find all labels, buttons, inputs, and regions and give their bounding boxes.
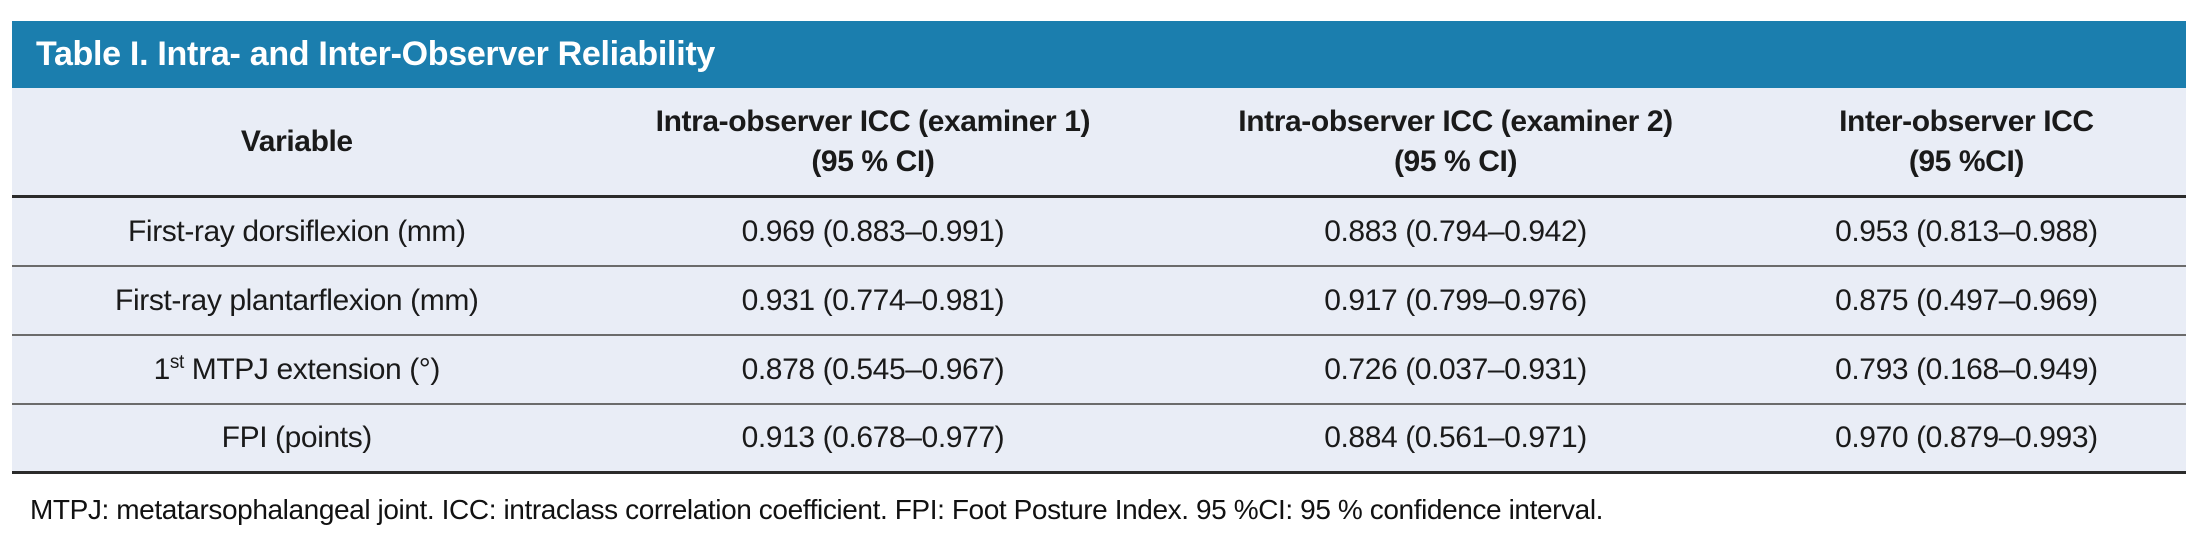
variable-cell: 1st MTPJ extension (°) — [12, 336, 582, 403]
variable-text: FPI (points) — [221, 421, 373, 454]
column-header-intra-observer-icc-examiner1: Intra-observer ICC (examiner 1) (95 % CI… — [582, 88, 1165, 195]
inter-observer-icc-cell: 0.793 (0.168–0.949) — [1835, 352, 2098, 386]
variable-cell: First-ray plantarflexion (mm) — [12, 267, 582, 334]
column-header-label: Inter-observer ICC — [1839, 104, 2094, 138]
inter-observer-icc-cell: 0.953 (0.813–0.988) — [1835, 214, 2098, 248]
column-header-sublabel: (95 % CI) — [1393, 144, 1518, 178]
inter-observer-icc-cell: 0.970 (0.879–0.993) — [1835, 421, 2098, 454]
icc-examiner2-cell: 0.884 (0.561–0.971) — [1324, 421, 1587, 454]
table-row: First-ray dorsiflexion (mm) 0.969 (0.883… — [12, 198, 2186, 267]
table-title: Table I. Intra- and Inter-Observer Relia… — [36, 35, 715, 73]
table-title-bar: Table I. Intra- and Inter-Observer Relia… — [12, 21, 2186, 88]
variable-text: First-ray plantarflexion (mm) — [115, 283, 479, 317]
table-row: First-ray plantarflexion (mm) 0.931 (0.7… — [12, 267, 2186, 336]
icc-examiner2-cell: 0.726 (0.037–0.931) — [1324, 352, 1587, 386]
column-header-label: Intra-observer ICC (examiner 2) — [1238, 104, 1673, 138]
reliability-table: Table I. Intra- and Inter-Observer Relia… — [12, 21, 2186, 526]
column-header-label: Variable — [240, 124, 353, 158]
icc-examiner2-cell: 0.917 (0.799–0.976) — [1324, 283, 1587, 317]
inter-observer-icc-cell: 0.875 (0.497–0.969) — [1835, 283, 2098, 317]
variable-text: 1st MTPJ extension (°) — [153, 351, 441, 386]
column-header-inter-observer-icc: Inter-observer ICC (95 %CI) — [1747, 88, 2186, 195]
column-header-variable: Variable — [12, 88, 582, 195]
table-header-row: Variable Intra-observer ICC (examiner 1)… — [12, 88, 2186, 198]
icc-examiner1-cell: 0.969 (0.883–0.991) — [741, 214, 1005, 248]
table-row: FPI (points) 0.913 (0.678–0.977) 0.884 (… — [12, 405, 2186, 474]
column-header-intra-observer-icc-examiner2: Intra-observer ICC (examiner 2) (95 % CI… — [1164, 88, 1747, 195]
variable-cell: FPI (points) — [12, 405, 582, 471]
table-footnote: MTPJ: metatarsophalangeal joint. ICC: in… — [12, 474, 2186, 526]
variable-text: First-ray dorsiflexion (mm) — [128, 214, 466, 248]
column-header-label: Intra-observer ICC (examiner 1) — [655, 104, 1091, 138]
column-header-sublabel: (95 %CI) — [1908, 144, 2025, 178]
icc-examiner2-cell: 0.883 (0.794–0.942) — [1324, 214, 1587, 248]
table-row: 1st MTPJ extension (°) 0.878 (0.545–0.96… — [12, 336, 2186, 405]
column-header-sublabel: (95 % CI) — [811, 144, 935, 178]
variable-cell: First-ray dorsiflexion (mm) — [12, 198, 582, 265]
icc-examiner1-cell: 0.913 (0.678–0.977) — [741, 421, 1005, 454]
icc-examiner1-cell: 0.878 (0.545–0.967) — [741, 352, 1005, 386]
icc-examiner1-cell: 0.931 (0.774–0.981) — [741, 283, 1005, 317]
